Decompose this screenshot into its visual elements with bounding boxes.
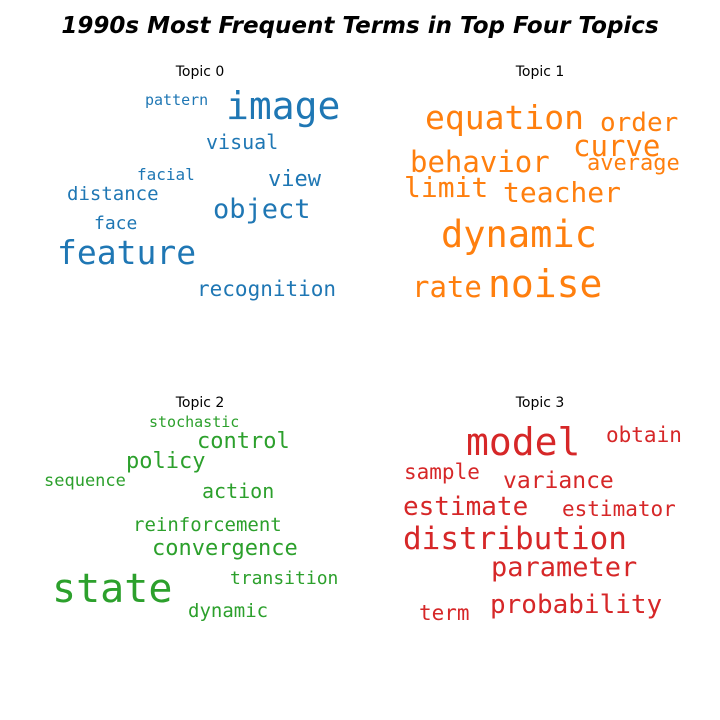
word-term: behavior bbox=[410, 145, 550, 179]
word-term: average bbox=[587, 151, 680, 176]
word-term: state bbox=[52, 566, 172, 612]
panel-title: Topic 1 bbox=[515, 64, 565, 80]
word-term: dynamic bbox=[188, 600, 268, 622]
word-term: equation bbox=[425, 98, 584, 137]
word-term: term bbox=[419, 601, 470, 625]
panel-title: Topic 3 bbox=[515, 395, 565, 411]
word-term: recognition bbox=[197, 277, 336, 301]
word-term: view bbox=[268, 167, 322, 192]
word-term: noise bbox=[488, 262, 602, 306]
word-term: action bbox=[202, 479, 274, 503]
word-term: feature bbox=[57, 233, 196, 272]
word-term: visual bbox=[206, 130, 278, 154]
word-term: sequence bbox=[44, 471, 126, 491]
word-term: sample bbox=[404, 460, 480, 484]
word-term: model bbox=[466, 420, 580, 464]
word-term: curve bbox=[573, 129, 660, 163]
figure-title: 1990s Most Frequent Terms in Top Four To… bbox=[61, 13, 658, 39]
word-term: policy bbox=[126, 449, 205, 474]
word-term: distribution bbox=[403, 521, 627, 557]
word-term: facial bbox=[137, 165, 195, 184]
word-term: image bbox=[226, 84, 340, 128]
word-term: transition bbox=[230, 568, 338, 589]
word-term: control bbox=[197, 429, 290, 454]
word-term: pattern bbox=[145, 91, 208, 109]
word-term: object bbox=[213, 194, 311, 225]
word-term: distance bbox=[67, 183, 159, 205]
word-term: rate bbox=[412, 270, 482, 304]
word-term: estimator bbox=[562, 497, 676, 521]
word-term: parameter bbox=[491, 552, 637, 583]
word-term: variance bbox=[503, 468, 614, 494]
word-term: reinforcement bbox=[133, 514, 282, 536]
word-term: estimate bbox=[403, 492, 528, 522]
word-term: probability bbox=[490, 590, 662, 620]
panel-title: Topic 0 bbox=[175, 64, 225, 80]
word-term: face bbox=[94, 213, 137, 234]
word-term: obtain bbox=[606, 423, 682, 447]
word-term: stochastic bbox=[149, 413, 239, 431]
word-term: order bbox=[600, 108, 678, 138]
word-term: teacher bbox=[503, 176, 621, 209]
word-term: limit bbox=[404, 171, 488, 204]
word-term: convergence bbox=[152, 536, 298, 561]
panel-title: Topic 2 bbox=[175, 395, 225, 411]
word-term: dynamic bbox=[441, 213, 597, 256]
